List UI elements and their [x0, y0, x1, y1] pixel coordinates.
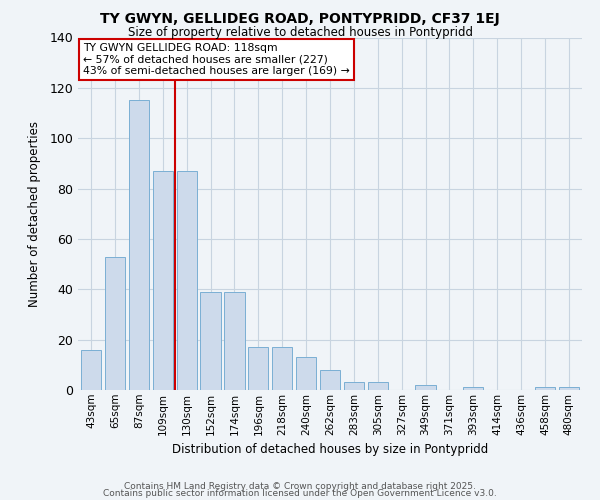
- Text: TY GWYN, GELLIDEG ROAD, PONTYPRIDD, CF37 1EJ: TY GWYN, GELLIDEG ROAD, PONTYPRIDD, CF37…: [100, 12, 500, 26]
- Bar: [176, 171, 197, 390]
- X-axis label: Distribution of detached houses by size in Pontypridd: Distribution of detached houses by size …: [172, 443, 488, 456]
- Text: Contains public sector information licensed under the Open Government Licence v3: Contains public sector information licen…: [103, 490, 497, 498]
- Y-axis label: Number of detached properties: Number of detached properties: [28, 120, 41, 306]
- Bar: [535, 388, 555, 390]
- Bar: [368, 382, 388, 390]
- Text: TY GWYN GELLIDEG ROAD: 118sqm
← 57% of detached houses are smaller (227)
43% of : TY GWYN GELLIDEG ROAD: 118sqm ← 57% of d…: [83, 43, 350, 76]
- Bar: [200, 292, 221, 390]
- Bar: [272, 347, 292, 390]
- Bar: [248, 347, 268, 390]
- Text: Size of property relative to detached houses in Pontypridd: Size of property relative to detached ho…: [128, 26, 473, 39]
- Bar: [559, 388, 579, 390]
- Bar: [105, 256, 125, 390]
- Bar: [129, 100, 149, 390]
- Bar: [81, 350, 101, 390]
- Bar: [296, 358, 316, 390]
- Bar: [415, 385, 436, 390]
- Bar: [463, 388, 484, 390]
- Bar: [344, 382, 364, 390]
- Text: Contains HM Land Registry data © Crown copyright and database right 2025.: Contains HM Land Registry data © Crown c…: [124, 482, 476, 491]
- Bar: [320, 370, 340, 390]
- Bar: [152, 171, 173, 390]
- Bar: [224, 292, 245, 390]
